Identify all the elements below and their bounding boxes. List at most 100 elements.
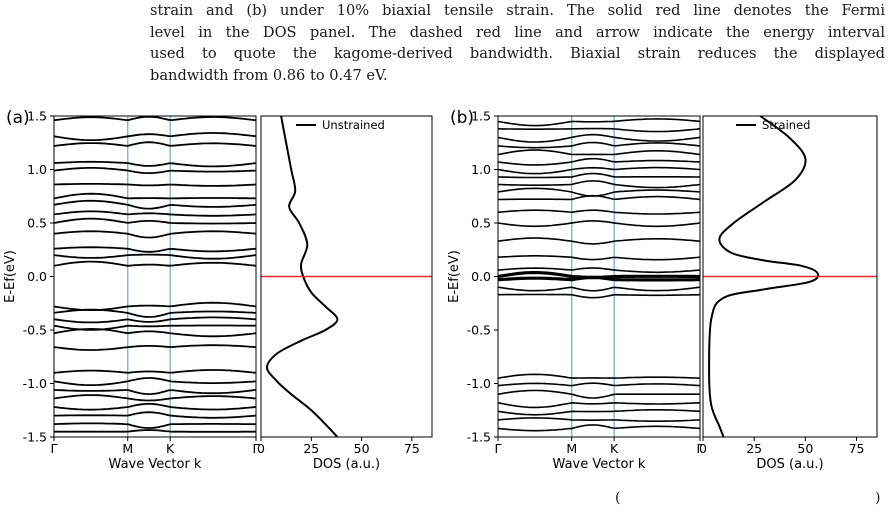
dos-x-tick-label: 25 bbox=[746, 441, 762, 456]
y-tick-label: 1.5 bbox=[471, 109, 491, 124]
dos-xlabel: DOS (a.u.) bbox=[313, 457, 380, 472]
k-point-label: M bbox=[566, 441, 577, 456]
band-line bbox=[54, 116, 256, 122]
band-line bbox=[54, 429, 256, 433]
band-line bbox=[498, 180, 700, 189]
band-line bbox=[498, 409, 700, 416]
dos-x-tick-label: 25 bbox=[303, 441, 319, 456]
band-line bbox=[498, 133, 700, 143]
y-tick-label: 0.5 bbox=[471, 216, 491, 231]
legend-label: Unstrained bbox=[322, 118, 385, 132]
dos-x-tick-label: 75 bbox=[404, 441, 420, 456]
band-line bbox=[54, 253, 256, 260]
y-tick-label: -1.0 bbox=[467, 376, 491, 391]
band-line bbox=[54, 316, 256, 324]
band-line bbox=[54, 422, 256, 429]
band-lines bbox=[498, 118, 700, 432]
band-line bbox=[498, 209, 700, 215]
band-line bbox=[498, 220, 700, 228]
band-line bbox=[498, 194, 700, 201]
dos-x-tick-label: 75 bbox=[849, 441, 865, 456]
band-plot-frame bbox=[53, 115, 257, 438]
band-line bbox=[498, 267, 700, 274]
k-point-label: Γ bbox=[51, 441, 58, 456]
band-xlabel: Wave Vector k bbox=[553, 457, 646, 472]
y-tick-label: 1.0 bbox=[471, 162, 491, 177]
band-line bbox=[498, 293, 700, 299]
band-line bbox=[498, 149, 700, 156]
band-lines bbox=[54, 116, 256, 433]
band-line bbox=[54, 344, 256, 351]
band-line bbox=[54, 141, 256, 147]
k-point-label: M bbox=[122, 441, 133, 456]
band-line bbox=[498, 166, 700, 175]
band-line bbox=[54, 210, 256, 217]
y-tick-label: -1.5 bbox=[467, 430, 491, 445]
dos-curve bbox=[265, 116, 339, 437]
dos-plot-frame bbox=[260, 115, 433, 438]
band-structure-figure: -1.5 -1.0 -0.5 0.0 0.5 1.0 1.5 Γ M K Γ Wave Vector … bbox=[3, 108, 878, 472]
caption-line-4: bandwidth from 0.86 to 0.47 eV. bbox=[150, 66, 388, 84]
k-point-label: Γ bbox=[697, 441, 704, 456]
y-tick-label: 0.5 bbox=[27, 216, 47, 231]
band-line bbox=[498, 187, 700, 197]
panel-b: -1.5 -1.0 -0.5 0.0 0.5 1.0 1.5 Γ M K Γ Wave Vector … bbox=[447, 108, 878, 472]
k-point-label: Γ bbox=[253, 441, 260, 456]
y-tick-label: -0.5 bbox=[467, 323, 491, 338]
k-point-label: Γ bbox=[495, 441, 502, 456]
band-ylabel: E-Ef(eV) bbox=[447, 250, 462, 303]
k-point-label: K bbox=[610, 441, 619, 456]
band-line bbox=[54, 183, 256, 187]
dos-x-tick-label: 50 bbox=[354, 441, 370, 456]
figure-caption: strain and (b) under 10% biaxial tensile… bbox=[150, 0, 885, 86]
y-tick-label: 1.5 bbox=[27, 109, 47, 124]
band-line bbox=[54, 260, 256, 267]
band-line bbox=[54, 230, 256, 239]
y-tick-label: -0.5 bbox=[23, 323, 47, 338]
footer-fragment-right: ) bbox=[875, 490, 881, 506]
band-line bbox=[498, 255, 700, 261]
y-tick-label: 0.0 bbox=[471, 269, 491, 284]
band-line bbox=[54, 327, 256, 338]
band-line bbox=[498, 275, 700, 282]
band-line bbox=[498, 286, 700, 292]
legend-label: Strained bbox=[762, 118, 810, 132]
band-line bbox=[498, 237, 700, 245]
band-line bbox=[498, 382, 700, 387]
band-line bbox=[498, 401, 700, 409]
band-line bbox=[498, 157, 700, 166]
band-line bbox=[54, 402, 256, 411]
y-tick-label: 0.0 bbox=[27, 269, 47, 284]
y-tick-label: -1.5 bbox=[23, 430, 47, 445]
band-line bbox=[498, 424, 700, 432]
panel-label: (a) bbox=[6, 108, 30, 128]
band-line bbox=[54, 389, 256, 396]
band-line bbox=[498, 172, 700, 179]
caption-line-2: level in the DOS panel. The dashed red l… bbox=[150, 23, 885, 41]
dos-curve bbox=[708, 116, 820, 437]
band-line bbox=[54, 199, 256, 210]
panel-label: (b) bbox=[450, 108, 474, 128]
dos-x-tick-label: 50 bbox=[797, 441, 813, 456]
band-ylabel: E-Ef(eV) bbox=[3, 250, 18, 303]
panel-a: -1.5 -1.0 -0.5 0.0 0.5 1.0 1.5 Γ M K Γ Wave Vector … bbox=[3, 108, 433, 472]
band-line bbox=[54, 132, 256, 141]
band-line bbox=[54, 167, 256, 174]
band-line bbox=[54, 246, 256, 253]
y-tick-label: 1.0 bbox=[27, 162, 47, 177]
band-line bbox=[498, 389, 700, 399]
band-line bbox=[54, 217, 256, 225]
band-line bbox=[54, 377, 256, 386]
band-line bbox=[54, 394, 256, 402]
page-footer-fragment: ( ) bbox=[420, 488, 890, 512]
footer-fragment-left: ( bbox=[615, 490, 621, 506]
band-line bbox=[54, 411, 256, 419]
band-line bbox=[498, 118, 700, 127]
band-line bbox=[54, 160, 256, 168]
dos-plot-frame bbox=[702, 115, 878, 438]
caption-line-1: strain and (b) under 10% biaxial tensile… bbox=[150, 2, 885, 19]
dos-x-tick-label: 0 bbox=[699, 441, 707, 456]
band-xlabel: Wave Vector k bbox=[109, 457, 202, 472]
band-line bbox=[498, 141, 700, 149]
band-line bbox=[54, 369, 256, 374]
